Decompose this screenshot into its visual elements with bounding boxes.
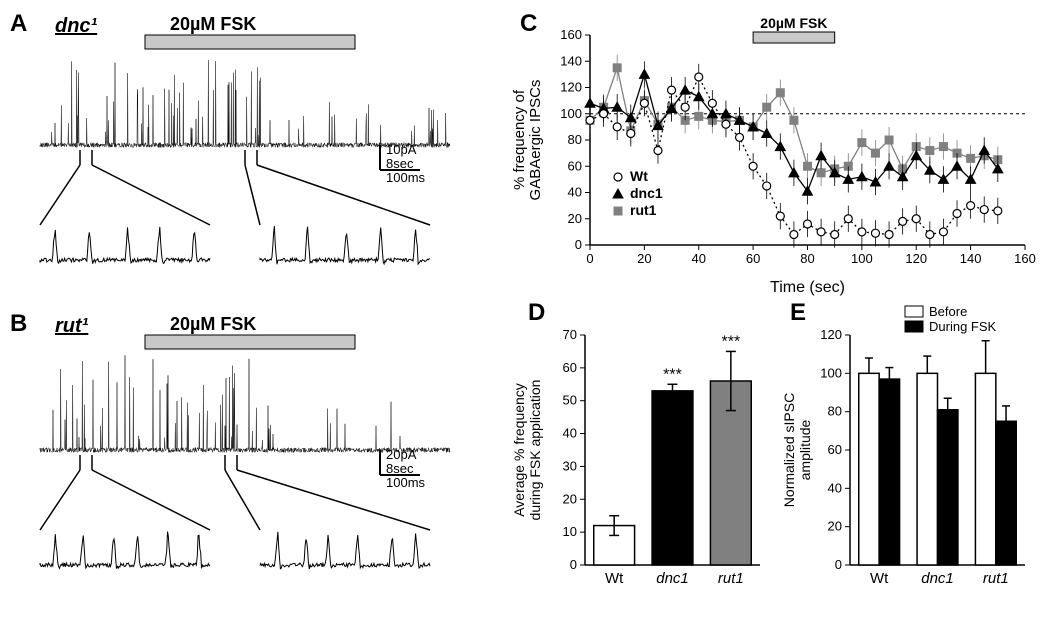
callout-line — [245, 165, 260, 225]
svg-text:E: E — [790, 300, 806, 326]
svg-text:% frequency ofGABAergic IPSCs: % frequency ofGABAergic IPSCs — [511, 80, 544, 201]
panel-a-fsk-bar — [145, 35, 355, 49]
panel-a-scale-time2: 100ms — [386, 170, 426, 185]
panel-a-zoom2 — [260, 226, 430, 264]
svg-text:80: 80 — [800, 251, 814, 266]
callout-line — [225, 470, 260, 530]
svg-text:During FSK: During FSK — [929, 319, 997, 334]
svg-text:80: 80 — [828, 404, 842, 419]
panel-a-scale-current: 10pA — [386, 142, 417, 157]
svg-text:10: 10 — [563, 524, 577, 539]
svg-text:20µM FSK: 20µM FSK — [760, 15, 827, 31]
svg-text:Wt: Wt — [630, 168, 648, 184]
panel-a-zoom1 — [40, 227, 210, 264]
panel-c: C 0 20 40 60 80 100 120 140 160 0 20 40 60 80 100 120 14… — [510, 10, 1040, 300]
panel-b-genotype: rut¹ — [55, 315, 89, 337]
panel-b-main-trace — [40, 355, 450, 452]
panel-b: B rut¹ 20µM FSK 20pA 8sec 100ms — [10, 300, 510, 620]
svg-text:Time (sec): Time (sec) — [770, 279, 845, 296]
panel-a-scale-time1: 8sec — [386, 156, 414, 171]
callout-line — [92, 470, 210, 530]
svg-text:30: 30 — [563, 458, 577, 473]
svg-text:100: 100 — [820, 365, 842, 380]
panel-a-label: A — [10, 10, 27, 38]
callout-line — [92, 165, 210, 225]
panel-b-scale-time1: 8sec — [386, 461, 414, 476]
svg-text:50: 50 — [563, 393, 577, 408]
callout-line — [40, 165, 80, 225]
panel-b-fsk-bar — [145, 335, 355, 349]
svg-text:20: 20 — [563, 491, 577, 506]
svg-text:40: 40 — [692, 251, 706, 266]
panels-d-e-container: D 0 10 20 30 40 50 60 70 Average % frequencydurin… — [510, 300, 1040, 620]
svg-text:140: 140 — [560, 53, 582, 68]
svg-text:dnc1: dnc1 — [656, 570, 689, 587]
panel-b-scale-time2: 100ms — [386, 475, 426, 490]
svg-text:40: 40 — [568, 185, 582, 200]
svg-text:100: 100 — [851, 251, 873, 266]
svg-text:Wt: Wt — [605, 570, 624, 587]
svg-text:40: 40 — [563, 426, 577, 441]
panel-a-main-trace — [40, 60, 450, 147]
panel-a-genotype: dnc¹ — [55, 15, 98, 37]
svg-text:100: 100 — [560, 106, 582, 121]
svg-text:0: 0 — [575, 237, 582, 252]
svg-text:140: 140 — [960, 251, 982, 266]
svg-text:Wt: Wt — [870, 570, 889, 587]
svg-text:120: 120 — [560, 80, 582, 95]
svg-text:***: *** — [721, 333, 740, 350]
svg-text:0: 0 — [570, 557, 577, 572]
panel-b-scalebar: 20pA 8sec 100ms — [380, 447, 426, 490]
panel-b-svg: rut¹ 20µM FSK 20pA 8sec 100ms — [10, 300, 510, 620]
panel-b-treatment: 20µM FSK — [170, 314, 256, 334]
panel-b-zoom2 — [260, 532, 430, 569]
svg-text:160: 160 — [560, 27, 582, 42]
svg-text:0: 0 — [835, 557, 842, 572]
panel-b-scale-current: 20pA — [386, 447, 417, 462]
callout-line — [40, 470, 80, 530]
svg-text:Average % frequencyduring FSK: Average % frequencyduring FSK applicatio… — [511, 380, 543, 521]
svg-text:D: D — [528, 300, 545, 326]
svg-text:Normalized sIPSCamplitude: Normalized sIPSCamplitude — [781, 393, 813, 507]
svg-text:rut1: rut1 — [983, 570, 1009, 587]
svg-text:rut1: rut1 — [718, 570, 744, 587]
svg-text:70: 70 — [563, 327, 577, 342]
panel-a-treatment: 20µM FSK — [170, 14, 256, 34]
svg-text:20: 20 — [568, 211, 582, 226]
panel-b-label: B — [10, 310, 27, 338]
svg-text:120: 120 — [820, 327, 842, 342]
panel-a-svg: dnc¹ 20µM FSK 10pA 8sec 100ms — [10, 10, 510, 300]
panel-c-chart: 0 20 40 60 80 100 120 140 160 0 20 40 60 80 100 120 140 1… — [510, 10, 1040, 300]
svg-text:Before: Before — [929, 304, 967, 319]
panels-d-e-svg: D 0 10 20 30 40 50 60 70 Average % frequencydurin… — [510, 300, 1040, 620]
svg-text:40: 40 — [828, 480, 842, 495]
panel-c-label: C — [520, 10, 537, 38]
svg-text:dnc1: dnc1 — [921, 570, 954, 587]
svg-text:120: 120 — [905, 251, 927, 266]
svg-text:60: 60 — [563, 360, 577, 375]
panel-b-zoom1 — [40, 532, 210, 569]
svg-text:rut1: rut1 — [630, 202, 657, 218]
panel-a: A dnc¹ 20µM FSK 10pA 8sec 100ms — [10, 10, 510, 300]
svg-text:0: 0 — [586, 251, 593, 266]
svg-text:80: 80 — [568, 132, 582, 147]
svg-text:***: *** — [663, 366, 682, 383]
svg-text:160: 160 — [1014, 251, 1036, 266]
svg-text:dnc1: dnc1 — [630, 185, 663, 201]
panel-a-scalebar: 10pA 8sec 100ms — [380, 142, 426, 185]
svg-text:60: 60 — [746, 251, 760, 266]
svg-text:60: 60 — [828, 442, 842, 457]
svg-text:20: 20 — [828, 519, 842, 534]
svg-text:60: 60 — [568, 158, 582, 173]
svg-text:20: 20 — [637, 251, 651, 266]
